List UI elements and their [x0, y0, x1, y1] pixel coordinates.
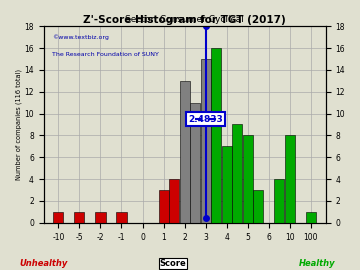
Bar	[253, 190, 264, 223]
Text: Healthy: Healthy	[298, 259, 335, 268]
Bar	[222, 146, 232, 223]
Bar	[169, 179, 179, 223]
Bar	[75, 212, 85, 223]
Text: 2.4833: 2.4833	[188, 114, 223, 123]
Bar	[243, 135, 253, 223]
Text: The Research Foundation of SUNY: The Research Foundation of SUNY	[52, 52, 159, 57]
Bar	[53, 212, 63, 223]
Bar	[285, 135, 295, 223]
Bar	[201, 59, 211, 223]
Text: Unhealthy: Unhealthy	[19, 259, 67, 268]
Bar	[211, 48, 221, 223]
Text: Score: Score	[159, 259, 186, 268]
Bar	[190, 103, 200, 223]
Bar	[180, 81, 190, 223]
Bar	[232, 124, 242, 223]
Text: Sector: Consumer Cyclical: Sector: Consumer Cyclical	[125, 15, 244, 24]
Title: Z'-Score Histogram for TGT (2017): Z'-Score Histogram for TGT (2017)	[83, 15, 286, 25]
Bar	[306, 212, 316, 223]
Text: ©www.textbiz.org: ©www.textbiz.org	[52, 34, 109, 40]
Y-axis label: Number of companies (116 total): Number of companies (116 total)	[15, 69, 22, 180]
Bar	[95, 212, 105, 223]
Bar	[158, 190, 168, 223]
Bar	[274, 179, 284, 223]
Bar	[116, 212, 127, 223]
